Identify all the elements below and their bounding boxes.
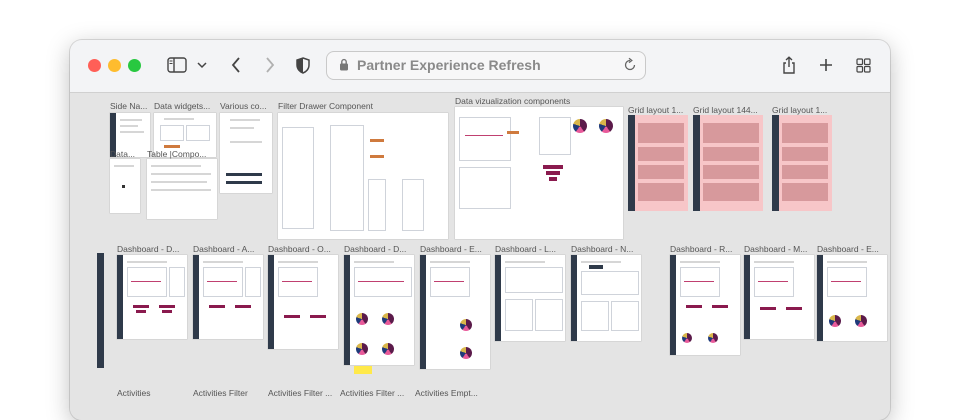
frame-thumbnail[interactable] — [154, 113, 216, 157]
sidebar-icon[interactable] — [166, 54, 188, 76]
share-icon[interactable] — [780, 54, 798, 76]
nav-strip — [97, 253, 104, 368]
frame-label[interactable]: Activities — [117, 388, 151, 398]
frame-label[interactable]: Grid layout 144... — [693, 105, 758, 115]
lock-icon — [339, 58, 349, 76]
frame-label[interactable]: Dashboard - N... — [571, 244, 634, 254]
maximize-dot[interactable] — [128, 59, 141, 72]
dashboard-frame[interactable] — [495, 255, 565, 341]
plus-icon[interactable] — [817, 54, 835, 76]
dashboard-frame[interactable] — [571, 255, 641, 341]
page-title: Partner Experience Refresh — [357, 57, 541, 73]
frame-label[interactable]: Dashboard - E... — [817, 244, 879, 254]
frame-label[interactable]: Dashboard - D... — [344, 244, 407, 254]
frame-label[interactable]: Various co... — [220, 101, 267, 111]
frame-thumbnail[interactable] — [110, 113, 150, 157]
chevron-down-icon[interactable] — [196, 54, 208, 76]
forward-arrow-icon[interactable] — [262, 54, 278, 76]
frame-label[interactable]: Grid layout 1... — [772, 105, 828, 115]
grid-layout-frame[interactable] — [693, 115, 763, 211]
sticky-note[interactable] — [354, 366, 372, 374]
dashboard-frame[interactable] — [670, 255, 740, 355]
dashboard-frame[interactable] — [744, 255, 814, 339]
frame-label[interactable]: Dashboard - O... — [268, 244, 331, 254]
dashboard-frame[interactable] — [344, 255, 414, 365]
frame-label[interactable]: Data widgets... — [154, 101, 211, 111]
dashboard-frame[interactable] — [268, 255, 338, 349]
frame-label[interactable]: Dashboard - D... — [117, 244, 180, 254]
design-canvas[interactable]: Side Na... Data widgets... Various co...… — [70, 93, 890, 420]
frame-label[interactable]: Dashboard - E... — [420, 244, 482, 254]
dashboard-frame[interactable] — [420, 255, 490, 369]
grid-layout-frame[interactable] — [772, 115, 832, 211]
frame-label[interactable]: Grid layout 1... — [628, 105, 684, 115]
frame-label[interactable]: Table |Compo... — [147, 149, 207, 159]
browser-toolbar: Partner Experience Refresh — [70, 40, 890, 93]
minimize-dot[interactable] — [108, 59, 121, 72]
frame-label[interactable]: Dashboard - A... — [193, 244, 255, 254]
frame-label[interactable]: Data... — [110, 149, 136, 159]
grid-layout-frame[interactable] — [628, 115, 688, 211]
frame-label[interactable]: Dashboard - R... — [670, 244, 733, 254]
back-arrow-icon[interactable] — [228, 54, 244, 76]
frame-label[interactable]: Activities Filter — [193, 388, 248, 398]
tabs-grid-icon[interactable] — [854, 54, 872, 76]
reload-icon[interactable] — [623, 57, 637, 77]
frame-thumbnail[interactable] — [220, 113, 272, 193]
address-bar[interactable]: Partner Experience Refresh — [326, 51, 646, 80]
dashboard-frame[interactable] — [817, 255, 887, 341]
frame-label[interactable]: Activities Filter ... — [340, 388, 405, 398]
frame-thumbnail[interactable] — [455, 107, 623, 239]
dashboard-frame[interactable] — [193, 255, 263, 339]
frame-label[interactable]: Data vizualization components — [455, 96, 571, 106]
browser-window: Partner Experience Refresh Side Na... Da… — [70, 40, 890, 420]
frame-label[interactable]: Activities Filter ... — [268, 388, 333, 398]
frame-label[interactable]: Activities Empt... — [415, 388, 478, 398]
frame-thumbnail[interactable] — [278, 113, 448, 239]
frame-thumbnail[interactable] — [147, 159, 217, 219]
close-dot[interactable] — [88, 59, 101, 72]
frame-label[interactable]: Side Na... — [110, 101, 148, 111]
shield-icon[interactable] — [294, 54, 312, 76]
frame-thumbnail[interactable] — [110, 159, 140, 213]
dashboard-frame[interactable] — [117, 255, 187, 339]
frame-label[interactable]: Dashboard - L... — [495, 244, 556, 254]
frame-label[interactable]: Dashboard - M... — [744, 244, 808, 254]
frame-label[interactable]: Filter Drawer Component — [278, 101, 373, 111]
